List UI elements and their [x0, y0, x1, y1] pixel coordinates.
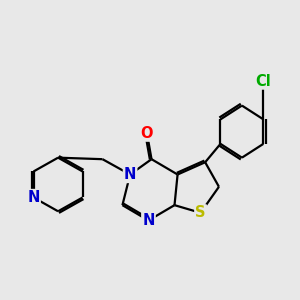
Text: Cl: Cl	[256, 74, 271, 88]
Text: S: S	[195, 205, 206, 220]
Text: O: O	[141, 126, 153, 141]
Text: N: N	[27, 190, 40, 205]
Text: N: N	[124, 167, 136, 182]
Text: N: N	[142, 213, 155, 228]
